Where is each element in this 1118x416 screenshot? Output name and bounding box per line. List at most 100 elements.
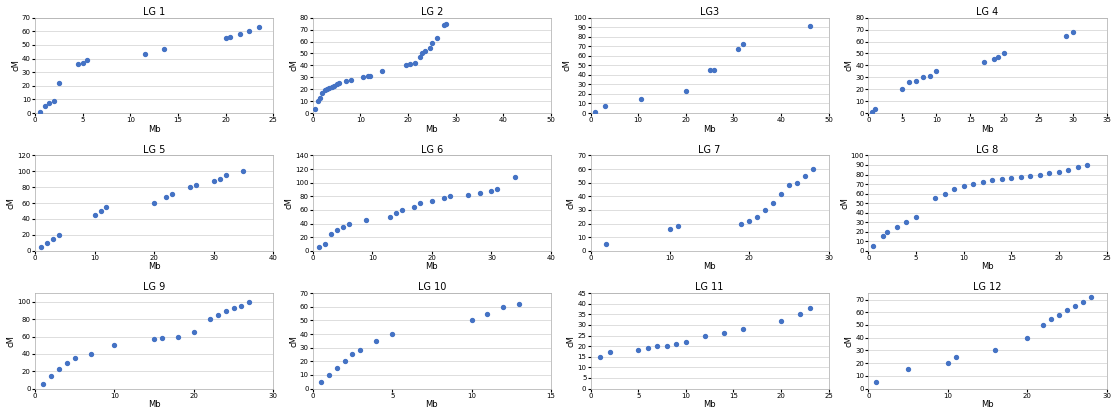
- Point: [729, 46, 747, 52]
- Point: [494, 304, 512, 310]
- Point: [313, 89, 331, 96]
- Point: [411, 200, 429, 206]
- Point: [661, 225, 679, 232]
- Title: LG 1: LG 1: [143, 7, 165, 17]
- Point: [209, 312, 227, 318]
- Y-axis label: cM: cM: [290, 335, 299, 347]
- Point: [368, 337, 386, 344]
- Point: [158, 193, 176, 200]
- X-axis label: Mb: Mb: [703, 400, 716, 409]
- Point: [471, 190, 489, 196]
- Point: [975, 59, 993, 65]
- Point: [936, 190, 954, 197]
- Point: [600, 349, 618, 356]
- Point: [315, 87, 333, 94]
- Point: [667, 341, 685, 347]
- Point: [187, 181, 205, 188]
- Point: [66, 355, 84, 362]
- X-axis label: Mb: Mb: [148, 124, 161, 134]
- Point: [1012, 174, 1030, 181]
- Point: [69, 61, 87, 67]
- Point: [1041, 169, 1059, 176]
- Point: [939, 360, 957, 366]
- Point: [340, 220, 358, 227]
- Point: [780, 182, 798, 189]
- Point: [235, 168, 253, 175]
- Point: [765, 200, 783, 206]
- Point: [632, 95, 650, 102]
- Point: [1063, 29, 1081, 35]
- Point: [405, 203, 423, 210]
- Point: [1079, 162, 1097, 168]
- Point: [907, 214, 925, 221]
- Point: [705, 67, 723, 74]
- Point: [387, 210, 405, 217]
- Point: [792, 311, 809, 318]
- X-axis label: Mb: Mb: [703, 124, 716, 134]
- X-axis label: Mb: Mb: [426, 400, 438, 409]
- Point: [597, 240, 615, 247]
- Point: [1034, 322, 1052, 328]
- Point: [250, 24, 268, 31]
- Point: [796, 173, 814, 179]
- Point: [50, 232, 68, 238]
- Point: [323, 84, 341, 90]
- Point: [638, 345, 656, 352]
- Point: [240, 299, 258, 305]
- Point: [1057, 32, 1074, 39]
- Point: [354, 74, 372, 81]
- Y-axis label: cM: cM: [845, 59, 854, 71]
- Point: [1073, 299, 1091, 305]
- Point: [648, 343, 666, 349]
- Point: [1058, 307, 1076, 313]
- Point: [201, 316, 219, 322]
- Point: [86, 212, 104, 218]
- Point: [154, 46, 172, 52]
- Point: [928, 68, 946, 74]
- Point: [233, 303, 250, 310]
- Point: [423, 198, 440, 204]
- Point: [217, 35, 235, 42]
- Point: [489, 186, 506, 193]
- Point: [1069, 163, 1087, 170]
- Point: [440, 193, 458, 200]
- Point: [506, 174, 524, 181]
- Point: [1050, 168, 1068, 175]
- Y-axis label: cM: cM: [7, 197, 16, 209]
- X-axis label: Mb: Mb: [148, 400, 161, 409]
- Point: [328, 81, 345, 88]
- Point: [866, 106, 884, 113]
- Point: [31, 108, 49, 115]
- Point: [330, 80, 348, 87]
- Point: [920, 73, 938, 79]
- Point: [338, 77, 356, 84]
- Point: [1031, 171, 1049, 178]
- Point: [437, 20, 455, 27]
- Point: [483, 188, 501, 194]
- Point: [888, 224, 906, 230]
- Title: LG 4: LG 4: [976, 7, 998, 17]
- Title: LG 6: LG 6: [420, 145, 443, 155]
- Point: [701, 67, 719, 74]
- Point: [82, 351, 100, 357]
- Point: [359, 73, 377, 79]
- Point: [358, 217, 376, 223]
- Point: [416, 48, 434, 54]
- Title: LG 12: LG 12: [973, 282, 1002, 292]
- Point: [311, 94, 329, 101]
- Y-axis label: cM: cM: [841, 197, 850, 209]
- Point: [105, 342, 123, 349]
- Point: [1065, 302, 1083, 309]
- Point: [221, 33, 239, 40]
- Point: [995, 50, 1013, 57]
- Point: [217, 307, 235, 314]
- Point: [44, 235, 61, 242]
- Point: [322, 230, 340, 237]
- Point: [893, 86, 911, 92]
- Point: [868, 379, 885, 386]
- X-axis label: Mb: Mb: [426, 262, 438, 271]
- Point: [804, 166, 822, 172]
- Point: [217, 172, 235, 178]
- Point: [596, 103, 614, 110]
- Point: [986, 347, 1004, 354]
